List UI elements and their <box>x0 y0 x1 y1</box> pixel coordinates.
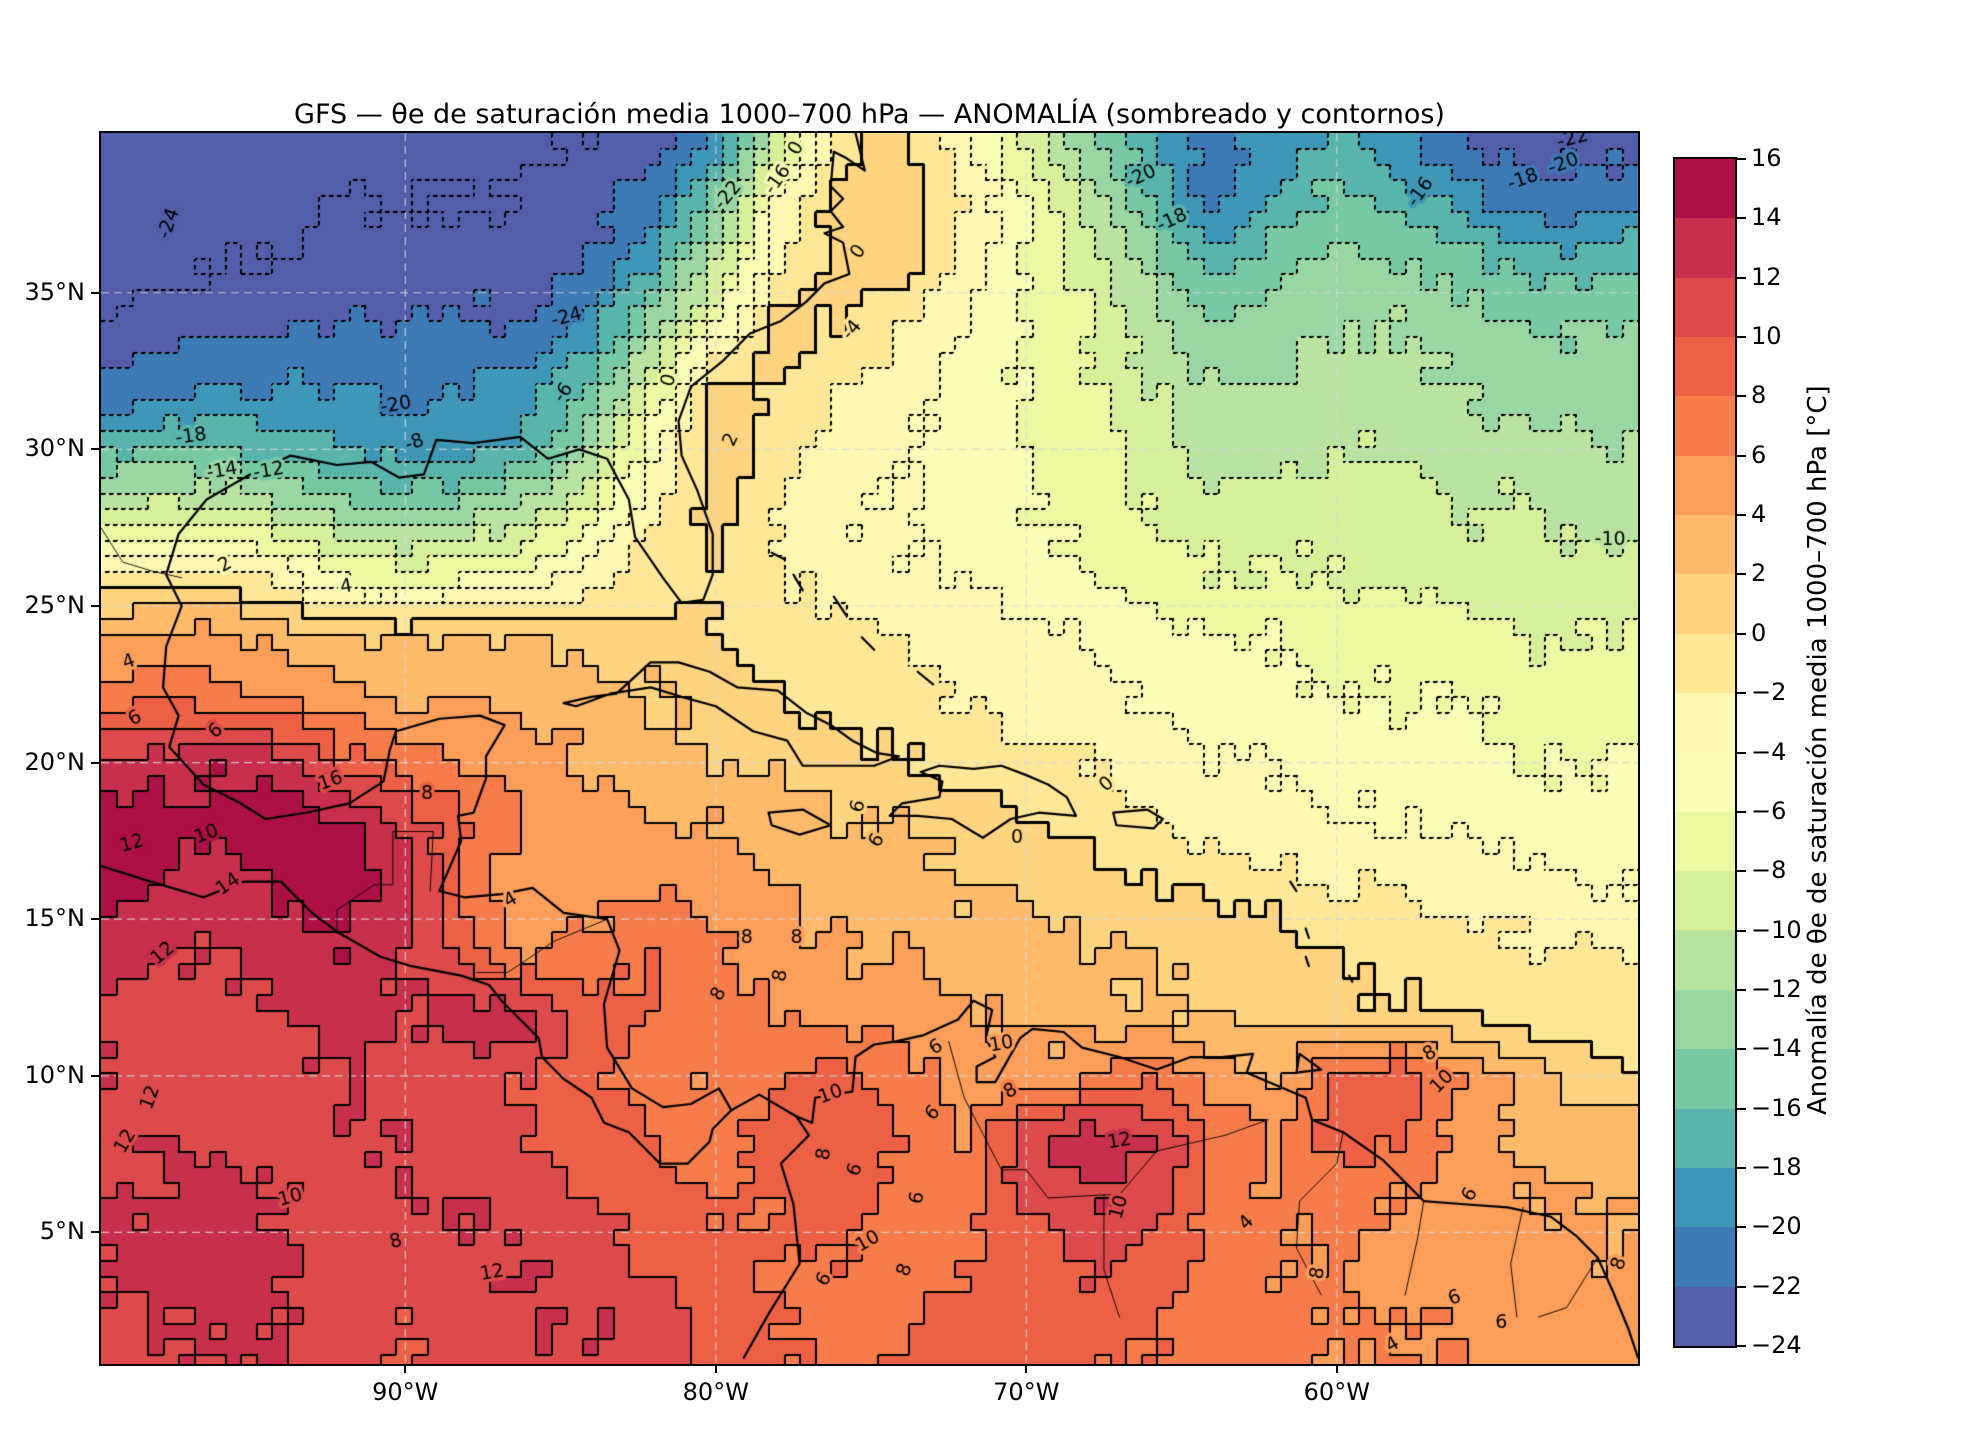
colorbar-tick-label: 10 <box>1751 322 1782 351</box>
y-tick-mark <box>91 604 100 607</box>
colorbar-band <box>1675 277 1735 338</box>
colorbar-tick-label: 0 <box>1751 618 1767 647</box>
colorbar-tick-mark <box>1737 336 1746 339</box>
colorbar-tick-label: −24 <box>1751 1331 1802 1359</box>
colorbar-band <box>1675 1167 1735 1228</box>
colorbar-band <box>1675 1108 1735 1168</box>
colorbar-band <box>1675 752 1735 812</box>
x-tick-mark <box>404 1364 407 1373</box>
colorbar-tick-label: −14 <box>1751 1034 1802 1063</box>
x-tick-label: 60°W <box>1303 1378 1370 1406</box>
y-tick-mark <box>91 761 100 764</box>
colorbar-band <box>1675 159 1735 219</box>
title-line-1: GFS — θe de saturación media 1000–700 hP… <box>294 99 1445 130</box>
y-tick-label: 30°N <box>24 434 86 463</box>
colorbar-tick-label: −10 <box>1751 915 1802 944</box>
colorbar-tick-mark <box>1737 988 1746 991</box>
colorbar-tick-mark <box>1737 1226 1746 1229</box>
colorbar-band <box>1675 1286 1735 1346</box>
colorbar-band <box>1675 396 1735 456</box>
colorbar-tick-mark <box>1737 395 1746 398</box>
contour-map-canvas <box>101 133 1638 1364</box>
x-tick-label: 90°W <box>372 1378 439 1406</box>
colorbar-tick-mark <box>1737 276 1746 279</box>
y-tick-mark <box>91 1231 100 1234</box>
colorbar-tick-mark <box>1737 1285 1746 1288</box>
colorbar-tick-mark <box>1737 810 1746 813</box>
colorbar-tick-mark <box>1737 1345 1746 1347</box>
colorbar-tick-mark <box>1737 692 1746 695</box>
colorbar-tick-label: 4 <box>1751 500 1767 529</box>
y-tick-label: 10°N <box>24 1060 86 1089</box>
colorbar-band <box>1675 811 1735 872</box>
colorbar-band <box>1675 1049 1735 1109</box>
map-plot-area <box>99 131 1640 1366</box>
colorbar-tick-label: 6 <box>1751 440 1767 469</box>
colorbar-tick-mark <box>1737 929 1746 932</box>
colorbar-tick-label: 14 <box>1751 203 1782 232</box>
colorbar-tick-label: −12 <box>1751 974 1802 1003</box>
colorbar-band <box>1675 337 1735 397</box>
y-tick-label: 35°N <box>24 277 86 306</box>
colorbar <box>1673 157 1737 1348</box>
colorbar-band <box>1675 871 1735 931</box>
colorbar-tick-label: −6 <box>1751 796 1787 825</box>
y-tick-mark <box>91 1074 100 1077</box>
colorbar-band <box>1675 1227 1735 1287</box>
colorbar-tick-label: 2 <box>1751 559 1767 588</box>
colorbar-tick-mark <box>1737 158 1746 160</box>
x-tick-mark <box>714 1364 717 1373</box>
colorbar-band <box>1675 515 1735 575</box>
colorbar-tick-label: −4 <box>1751 737 1787 766</box>
colorbar-tick-label: 12 <box>1751 262 1782 291</box>
y-tick-mark <box>91 918 100 921</box>
colorbar-tick-label: −8 <box>1751 856 1787 885</box>
y-tick-label: 15°N <box>24 904 86 933</box>
colorbar-tick-mark <box>1737 217 1746 220</box>
y-tick-mark <box>91 291 100 294</box>
colorbar-label: Anomalía de θe de saturación media 1000–… <box>1803 385 1833 1116</box>
y-tick-label: 25°N <box>24 590 86 619</box>
colorbar-band <box>1675 218 1735 278</box>
colorbar-tick-mark <box>1737 751 1746 754</box>
colorbar-tick-label: −22 <box>1751 1271 1802 1300</box>
colorbar-tick-label: −2 <box>1751 678 1787 707</box>
x-tick-mark <box>1335 1364 1338 1373</box>
colorbar-band <box>1675 455 1735 516</box>
colorbar-tick-mark <box>1737 1048 1746 1051</box>
colorbar-band <box>1675 930 1735 990</box>
colorbar-tick-mark <box>1737 514 1746 517</box>
colorbar-tick-label: −16 <box>1751 1093 1802 1122</box>
colorbar-tick-mark <box>1737 573 1746 576</box>
x-tick-label: 80°W <box>682 1378 749 1406</box>
colorbar-tick-label: 16 <box>1751 144 1782 172</box>
x-tick-mark <box>1025 1364 1028 1373</box>
colorbar-tick-mark <box>1737 1107 1746 1110</box>
y-tick-label: 20°N <box>24 747 86 776</box>
colorbar-tick-mark <box>1737 1166 1746 1169</box>
colorbar-tick-label: −20 <box>1751 1212 1802 1241</box>
colorbar-tick-label: −18 <box>1751 1152 1802 1181</box>
colorbar-band <box>1675 633 1735 694</box>
colorbar-tick-label: 8 <box>1751 381 1767 410</box>
y-tick-mark <box>91 448 100 451</box>
colorbar-band <box>1675 989 1735 1050</box>
y-tick-label: 5°N <box>39 1217 85 1246</box>
colorbar-tick-mark <box>1737 632 1746 635</box>
colorbar-tick-mark <box>1737 454 1746 457</box>
colorbar-tick-mark <box>1737 870 1746 873</box>
colorbar-band <box>1675 574 1735 634</box>
x-tick-label: 70°W <box>993 1378 1060 1406</box>
colorbar-band <box>1675 693 1735 753</box>
